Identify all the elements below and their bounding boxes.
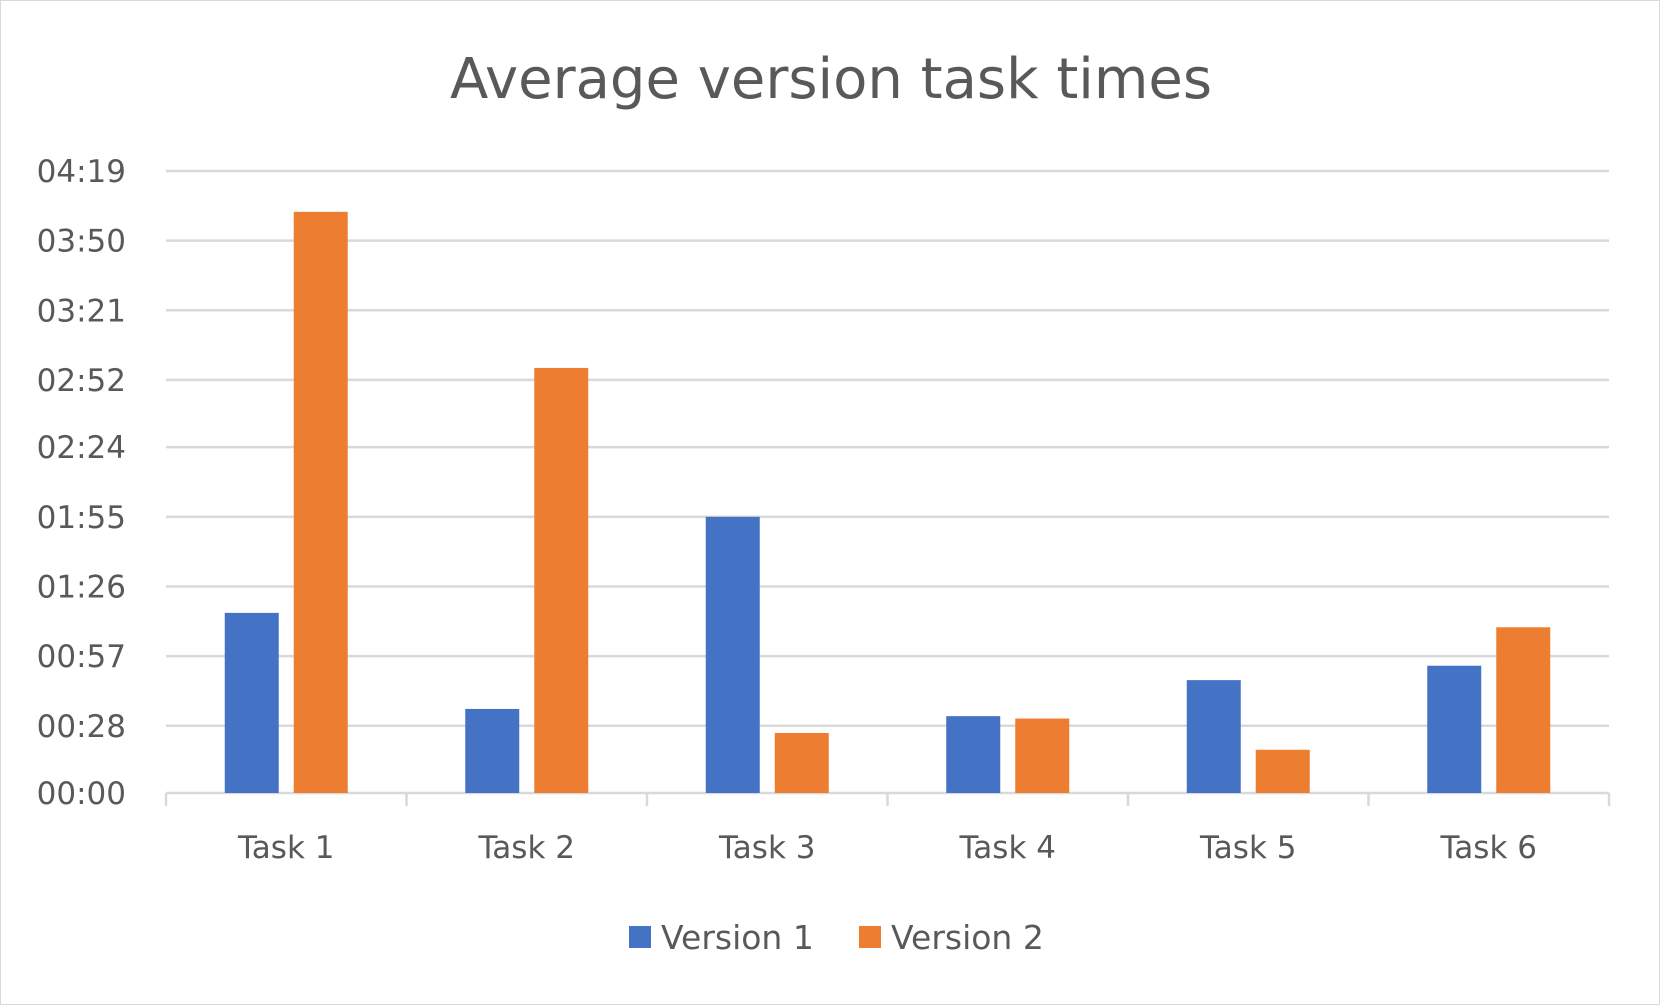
bars [224, 211, 1551, 794]
y-tick-label: 03:21 [37, 293, 126, 329]
legend-label-1: Version 1 [661, 918, 814, 957]
y-tick-label: 04:19 [37, 154, 126, 190]
y-tick-label: 01:26 [37, 569, 126, 605]
chart-title: Average version task times [450, 47, 1212, 112]
x-tick-label: Task 4 [959, 830, 1056, 866]
y-tick-label: 00:28 [37, 709, 126, 745]
x-axis-tick-labels: Task 1 Task 2 Task 3 Task 4 Task 5 Task 6 [237, 830, 1537, 866]
x-axis [164, 791, 1611, 806]
gridlines [166, 169, 1609, 728]
bar-2-1 [293, 211, 348, 794]
bar-2-6 [1496, 627, 1551, 793]
bar-1-3 [705, 516, 760, 793]
y-tick-label: 03:50 [37, 224, 126, 260]
y-tick-label: 02:52 [37, 363, 126, 399]
legend-swatch-2 [859, 926, 881, 948]
bar-2-4 [1015, 718, 1070, 793]
bar-1-6 [1427, 665, 1482, 793]
legend-label-2: Version 2 [891, 918, 1044, 957]
y-axis-tick-labels: 00:00 00:28 00:57 01:26 01:55 02:24 02:52 03:21… [37, 154, 126, 812]
bar-1-4 [946, 716, 1001, 793]
legend: Version 1 Version 2 [629, 918, 1044, 957]
x-tick-label: Task 1 [237, 830, 334, 866]
bar-2-2 [534, 367, 589, 793]
x-tick-label: Task 5 [1199, 830, 1296, 866]
legend-swatch-1 [629, 926, 651, 948]
y-tick-label: 00:57 [37, 639, 126, 675]
bar-2-3 [774, 732, 829, 793]
x-tick-label: Task 2 [478, 830, 575, 866]
x-tick-label: Task 6 [1440, 830, 1537, 866]
y-tick-label: 02:24 [37, 430, 126, 466]
bar-1-5 [1186, 680, 1241, 793]
x-tick-label: Task 3 [718, 830, 815, 866]
bar-1-2 [465, 708, 520, 793]
y-tick-label: 00:00 [37, 776, 126, 812]
bar-1-1 [224, 612, 279, 793]
bar-2-5 [1255, 749, 1310, 793]
y-tick-label: 01:55 [37, 500, 126, 536]
